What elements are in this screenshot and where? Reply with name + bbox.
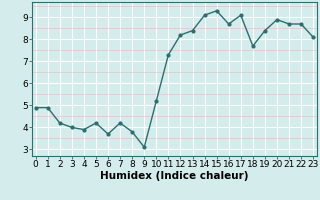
X-axis label: Humidex (Indice chaleur): Humidex (Indice chaleur) [100, 171, 249, 181]
